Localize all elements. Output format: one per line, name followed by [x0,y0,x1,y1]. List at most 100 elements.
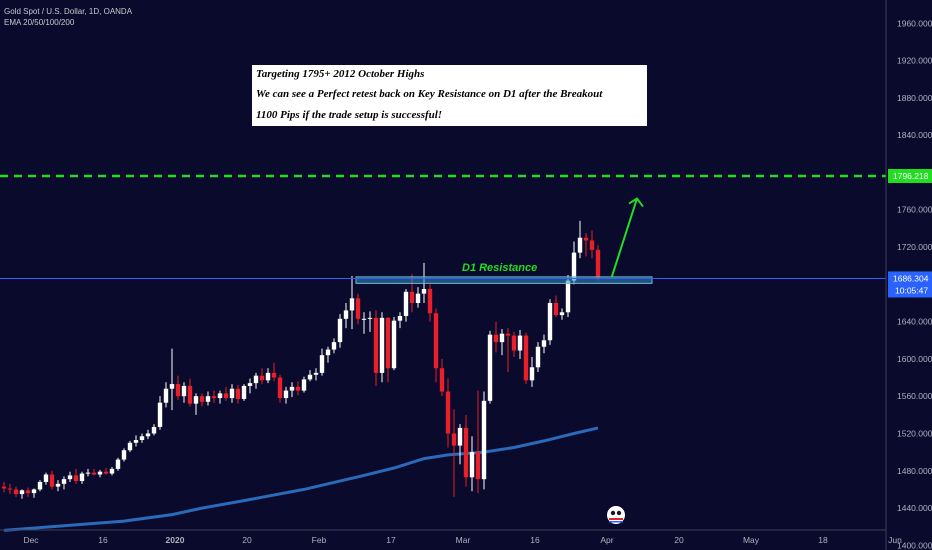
candle[interactable] [97,469,103,478]
candle[interactable] [553,295,559,317]
candle[interactable] [343,302,349,329]
candle[interactable] [133,435,139,447]
candle[interactable] [121,448,127,462]
candle[interactable] [511,331,517,358]
candle[interactable] [31,488,37,498]
candle[interactable] [319,348,325,376]
candle[interactable] [433,308,439,383]
annotation-note[interactable]: Targeting 1795+ 2012 October Highs We ca… [252,65,647,126]
candle[interactable] [217,390,223,404]
candle[interactable] [235,385,241,404]
candle[interactable] [175,375,181,400]
candle[interactable] [241,384,247,401]
candle[interactable] [271,362,277,382]
candle[interactable] [49,470,55,490]
candle[interactable] [7,483,13,495]
candle[interactable] [529,357,535,387]
candle[interactable] [463,414,469,487]
candle[interactable] [583,233,589,257]
candle[interactable] [73,468,79,484]
target-arrow[interactable] [610,197,644,278]
symbol-title[interactable]: Gold Spot / U.S. Dollar, 1D, OANDA [4,7,133,16]
candle[interactable] [85,468,91,477]
time-axis[interactable]: Dec16202020Feb17Mar16Apr20May18Jun15 [23,535,932,545]
candle[interactable] [487,330,493,404]
candle[interactable] [499,329,505,356]
candle[interactable] [373,310,379,386]
candle[interactable] [475,390,481,494]
candle[interactable] [505,328,511,372]
candle[interactable] [211,390,217,403]
candle[interactable] [61,476,67,490]
candle[interactable] [157,396,163,430]
candle[interactable] [301,376,307,393]
candle[interactable] [67,471,73,482]
candle[interactable] [109,467,115,476]
candle[interactable] [139,433,145,443]
candle[interactable] [223,386,229,401]
d1-resistance-zone[interactable] [355,276,653,284]
candle[interactable] [457,424,463,465]
candle[interactable] [451,409,457,497]
candle[interactable] [379,312,385,383]
candle[interactable] [193,393,199,415]
indicator-label[interactable]: EMA 20/50/100/200 [4,18,75,27]
candle[interactable] [127,440,133,453]
candle[interactable] [79,471,85,484]
candle[interactable] [469,436,475,492]
candle[interactable] [199,393,205,407]
candle[interactable] [385,316,391,383]
candle[interactable] [253,372,259,389]
candle[interactable] [517,330,523,359]
candle[interactable] [307,370,313,382]
resistance-zone-layer[interactable]: D1 Resistance [355,262,653,284]
candle[interactable] [367,311,373,332]
candle[interactable] [289,382,295,398]
candle[interactable] [265,368,271,384]
candle[interactable] [205,391,211,406]
candle[interactable] [295,381,301,396]
candle[interactable] [103,467,109,475]
candle[interactable] [247,378,253,394]
candle[interactable] [439,358,445,397]
candle[interactable] [445,378,451,448]
candle[interactable] [55,480,61,492]
candle[interactable] [547,299,553,345]
candle[interactable] [151,424,157,436]
candle[interactable] [13,486,19,497]
candle[interactable] [427,284,433,322]
candle[interactable] [313,368,319,381]
candle[interactable] [391,316,397,371]
candle[interactable] [277,374,283,403]
candle[interactable] [541,334,547,354]
candle[interactable] [523,332,529,385]
candle[interactable] [559,308,565,320]
candle[interactable] [91,468,97,476]
candle[interactable] [169,348,175,411]
candle[interactable] [481,391,487,490]
candle[interactable] [325,346,331,363]
candle[interactable] [19,489,25,499]
candle[interactable] [493,321,499,353]
candle[interactable] [535,342,541,372]
candle[interactable] [115,457,121,471]
candle[interactable] [163,382,169,408]
candle[interactable] [259,368,265,385]
candle[interactable] [229,384,235,403]
candle[interactable] [355,293,361,325]
candle[interactable] [349,275,355,330]
candle[interactable] [337,314,343,348]
candle[interactable] [403,288,409,322]
candle[interactable] [181,382,187,403]
candle[interactable] [415,287,421,308]
candle[interactable] [577,220,583,259]
tradingview-logo[interactable] [607,506,625,524]
candle[interactable] [25,487,31,497]
ema-200-line[interactable] [3,426,599,532]
candle[interactable] [589,230,595,259]
candle[interactable] [283,386,289,404]
candle[interactable] [397,312,403,329]
candle[interactable] [145,429,151,440]
candle[interactable] [595,245,601,281]
candle[interactable] [187,378,193,407]
